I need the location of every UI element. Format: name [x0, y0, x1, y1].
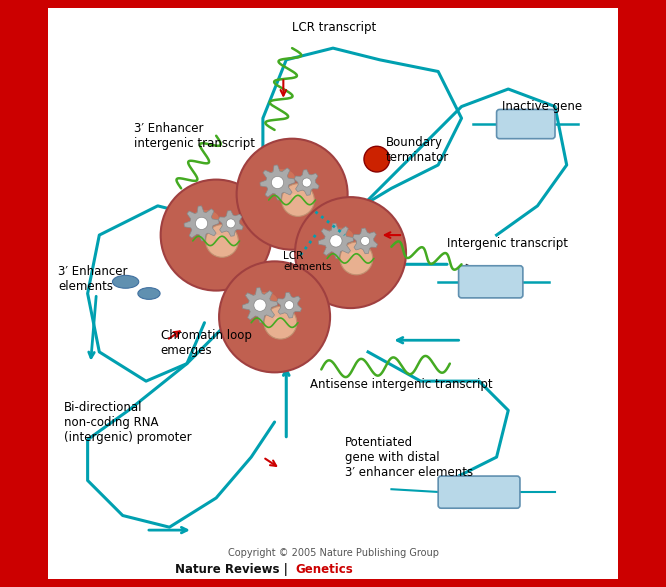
Text: Genetics: Genetics [295, 563, 353, 576]
Circle shape [161, 180, 272, 291]
Text: LCR
elements: LCR elements [283, 251, 332, 272]
Text: Potentiated
gene with distal
3′ enhancer elements: Potentiated gene with distal 3′ enhancer… [345, 436, 473, 478]
Circle shape [206, 225, 238, 257]
Ellipse shape [274, 316, 280, 321]
Text: Nature Reviews |: Nature Reviews | [175, 563, 292, 576]
Ellipse shape [250, 292, 277, 309]
Circle shape [340, 242, 373, 275]
Circle shape [236, 139, 348, 249]
Text: Antisense intergenic transcript: Antisense intergenic transcript [310, 377, 492, 390]
FancyBboxPatch shape [497, 109, 555, 139]
Text: Chromatin loop
emerges: Chromatin loop emerges [161, 329, 252, 357]
Ellipse shape [292, 194, 298, 198]
FancyBboxPatch shape [459, 266, 523, 298]
Text: LCR transcript: LCR transcript [292, 21, 376, 34]
Polygon shape [353, 228, 378, 254]
Ellipse shape [216, 235, 222, 239]
Circle shape [284, 301, 294, 310]
Circle shape [271, 176, 284, 188]
Circle shape [364, 146, 390, 172]
Polygon shape [318, 224, 354, 258]
Circle shape [282, 184, 314, 217]
Text: 3′ Enhancer
intergenic transcript: 3′ Enhancer intergenic transcript [135, 122, 255, 150]
Text: Intergenic transcript: Intergenic transcript [447, 237, 568, 250]
Circle shape [330, 235, 342, 247]
FancyBboxPatch shape [438, 476, 520, 508]
Polygon shape [184, 206, 219, 241]
Circle shape [219, 261, 330, 372]
Ellipse shape [267, 169, 295, 186]
Circle shape [264, 306, 297, 339]
Circle shape [360, 237, 370, 245]
Text: Copyright © 2005 Nature Publishing Group: Copyright © 2005 Nature Publishing Group [228, 548, 438, 558]
Ellipse shape [138, 288, 160, 299]
Ellipse shape [191, 210, 219, 227]
Polygon shape [218, 211, 243, 236]
FancyBboxPatch shape [48, 8, 618, 579]
Text: Bi-directional
non-coding RNA
(intergenic) promoter: Bi-directional non-coding RNA (intergeni… [64, 400, 192, 444]
Ellipse shape [350, 252, 356, 257]
Circle shape [295, 197, 406, 308]
Text: Inactive gene: Inactive gene [502, 100, 583, 113]
Polygon shape [242, 288, 278, 323]
Circle shape [302, 178, 311, 187]
Text: Boundary
terminator: Boundary terminator [386, 136, 449, 164]
Polygon shape [294, 170, 319, 195]
Circle shape [226, 219, 235, 228]
Polygon shape [260, 165, 295, 200]
Text: 3′ Enhancer
elements: 3′ Enhancer elements [59, 265, 128, 293]
Circle shape [195, 217, 208, 230]
Circle shape [254, 299, 266, 311]
Polygon shape [277, 292, 302, 318]
Ellipse shape [326, 228, 353, 244]
Ellipse shape [113, 275, 139, 288]
